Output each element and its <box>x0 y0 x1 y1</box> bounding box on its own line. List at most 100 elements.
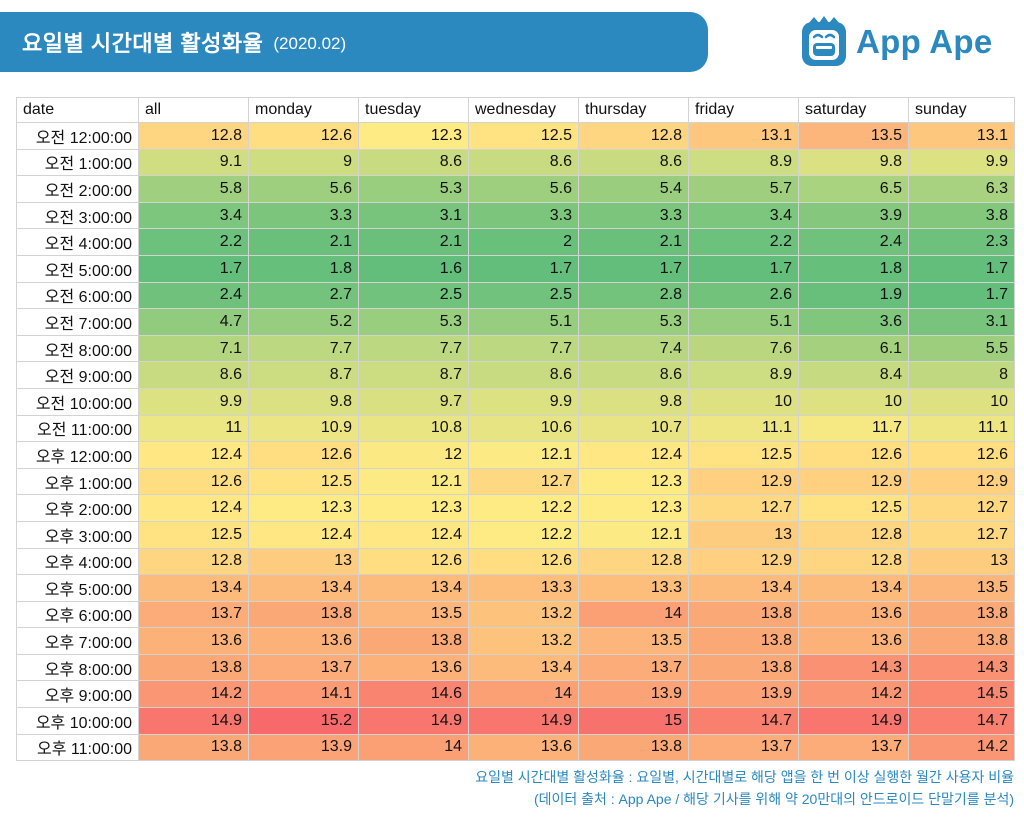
heatmap-cell: 11.7 <box>798 414 909 443</box>
heatmap-cell: 12.8 <box>798 520 909 549</box>
heatmap-cell: 12.1 <box>468 441 579 469</box>
row-label-cell: 오전 1:00:00 <box>16 148 139 177</box>
heatmap-cell: 2.1 <box>358 228 469 256</box>
heatmap-cell: 1.6 <box>358 254 469 283</box>
heatmap-cell: 13.8 <box>248 600 359 629</box>
heatmap-cell: 14.9 <box>138 707 249 735</box>
heatmap-cell: 12.1 <box>578 520 689 549</box>
heatmap-cell: 13 <box>688 520 799 549</box>
heatmap-cell: 7.7 <box>358 334 469 363</box>
heatmap-cell: 13.8 <box>688 653 799 682</box>
heatmap-cell: 12.5 <box>248 467 359 496</box>
heatmap-cell: 12.4 <box>138 494 249 522</box>
heatmap-cell: 14.3 <box>798 653 909 682</box>
heatmap-cell: 7.4 <box>578 334 689 363</box>
heatmap-cell: 3.4 <box>138 201 249 230</box>
heatmap-cell: 13.5 <box>798 122 909 150</box>
heatmap-cell: 13.5 <box>358 600 469 629</box>
heatmap-cell: 5.5 <box>908 334 1015 363</box>
heatmap-cell: 2.2 <box>138 228 249 256</box>
heatmap-cell: 15.2 <box>248 707 359 735</box>
heatmap-cell: 2.7 <box>248 281 359 310</box>
heatmap-cell: 14.2 <box>798 680 909 709</box>
heatmap-cell: 13.7 <box>248 653 359 682</box>
heatmap-cell: 1.8 <box>798 254 909 283</box>
row-label-cell: 오전 6:00:00 <box>16 281 139 310</box>
table-row: 오후 7:00:00 13.6 13.6 13.8 13.2 13.5 13.8 13.6 13… <box>16 627 1015 655</box>
heatmap-cell: 12.4 <box>248 520 359 549</box>
heatmap-cell: 7.7 <box>248 334 359 363</box>
table-row: 오후 4:00:00 12.8 13 12.6 12.6 12.8 12.9 12.8 13 <box>16 547 1015 576</box>
heatmap-cell: 12.6 <box>248 441 359 469</box>
table-row: 오후 1:00:00 12.6 12.5 12.1 12.7 12.3 12.9 12.9 12… <box>16 467 1015 496</box>
heatmap-cell: 13.7 <box>688 733 799 762</box>
heatmap-cell: 7.6 <box>688 334 799 363</box>
heatmap-cell: 8.7 <box>358 361 469 389</box>
heatmap-cell: 5.4 <box>578 175 689 203</box>
heatmap-cell: 2.5 <box>468 281 579 310</box>
heatmap-cell: 13.8 <box>358 627 469 655</box>
heatmap-cell: 12.4 <box>578 441 689 469</box>
heatmap-cell: 12.6 <box>248 122 359 150</box>
row-label-cell: 오후 12:00:00 <box>16 441 139 469</box>
heatmap-cell: 12.6 <box>798 441 909 469</box>
heatmap-cell: 13.8 <box>688 600 799 629</box>
heatmap-cell: 3.1 <box>908 308 1015 336</box>
heatmap-cell: 14.9 <box>358 707 469 735</box>
heatmap-cell: 14 <box>578 600 689 629</box>
heatmap-cell: 13.3 <box>578 574 689 602</box>
footer-source: (데이터 출처 : App Ape / 해당 기사를 위해 약 20만대의 안드… <box>533 791 1014 807</box>
heatmap-cell: 13.6 <box>358 653 469 682</box>
heatmap-cell: 8.9 <box>688 148 799 177</box>
heatmap-cell: 12.6 <box>138 467 249 496</box>
heatmap-cell: 10 <box>908 387 1015 416</box>
column-header-thursday: thursday <box>578 97 689 123</box>
heatmap-cell: 13.8 <box>908 600 1015 629</box>
heatmap-cell: 12.9 <box>688 547 799 576</box>
row-label-cell: 오후 6:00:00 <box>16 600 139 629</box>
heatmap-cell: 15 <box>578 707 689 735</box>
row-label-cell: 오전 2:00:00 <box>16 175 139 203</box>
heatmap-cell: 12.6 <box>908 441 1015 469</box>
heatmap-cell: 13.1 <box>908 122 1015 150</box>
heatmap-cell: 5.1 <box>688 308 799 336</box>
heatmap-cell: 11.1 <box>688 414 799 443</box>
row-label-cell: 오후 11:00:00 <box>16 733 139 762</box>
heatmap-cell: 10 <box>688 387 799 416</box>
heatmap-cell: 14 <box>468 680 579 709</box>
heatmap-cell: 6.3 <box>908 175 1015 203</box>
heatmap-cell: 12.8 <box>138 547 249 576</box>
heatmap-cell: 13.8 <box>578 733 689 762</box>
heatmap-cell: 13.3 <box>468 574 579 602</box>
table-row: 오후 10:00:00 14.9 15.2 14.9 14.9 15 14.7 14.9 14.… <box>16 707 1015 735</box>
heatmap-cell: 5.6 <box>248 175 359 203</box>
heatmap-cell: 8.6 <box>138 361 249 389</box>
row-label-cell: 오전 4:00:00 <box>16 228 139 256</box>
table-row: 오후 2:00:00 12.4 12.3 12.3 12.2 12.3 12.7 12.5 12… <box>16 494 1015 522</box>
heatmap-cell: 13.9 <box>688 680 799 709</box>
row-label-cell: 오전 9:00:00 <box>16 361 139 389</box>
table-row: 오후 11:00:00 13.8 13.9 14 13.6 13.8 13.7 13.7 14.… <box>16 733 1015 762</box>
heatmap-cell: 12.3 <box>578 467 689 496</box>
heatmap-cell: 13.9 <box>578 680 689 709</box>
heatmap-cell: 13.8 <box>688 627 799 655</box>
table-row: 오후 6:00:00 13.7 13.8 13.5 13.2 14 13.8 13.6 13.8 <box>16 600 1015 629</box>
heatmap-cell: 11 <box>138 414 249 443</box>
heatmap-cell: 5.6 <box>468 175 579 203</box>
row-label-cell: 오후 8:00:00 <box>16 653 139 682</box>
heatmap-cell: 8.6 <box>468 148 579 177</box>
heatmap-cell: 2.8 <box>578 281 689 310</box>
column-header-saturday: saturday <box>798 97 909 123</box>
heatmap-cell: 13.1 <box>688 122 799 150</box>
heatmap-cell: 12.5 <box>138 520 249 549</box>
heatmap-cell: 2.2 <box>688 228 799 256</box>
heatmap-cell: 13.4 <box>248 574 359 602</box>
heatmap-cell: 12.7 <box>908 494 1015 522</box>
table-row: 오전 12:00:00 12.8 12.6 12.3 12.5 12.8 13.1 13.5 1… <box>16 122 1015 150</box>
heatmap-cell: 12.9 <box>798 467 909 496</box>
heatmap-cell: 8.6 <box>578 148 689 177</box>
heatmap-cell: 13.7 <box>578 653 689 682</box>
heatmap-cell: 3.3 <box>248 201 359 230</box>
heatmap-cell: 12.7 <box>688 494 799 522</box>
header-row: date all monday tuesday wednesday thursday fri… <box>16 97 1015 123</box>
